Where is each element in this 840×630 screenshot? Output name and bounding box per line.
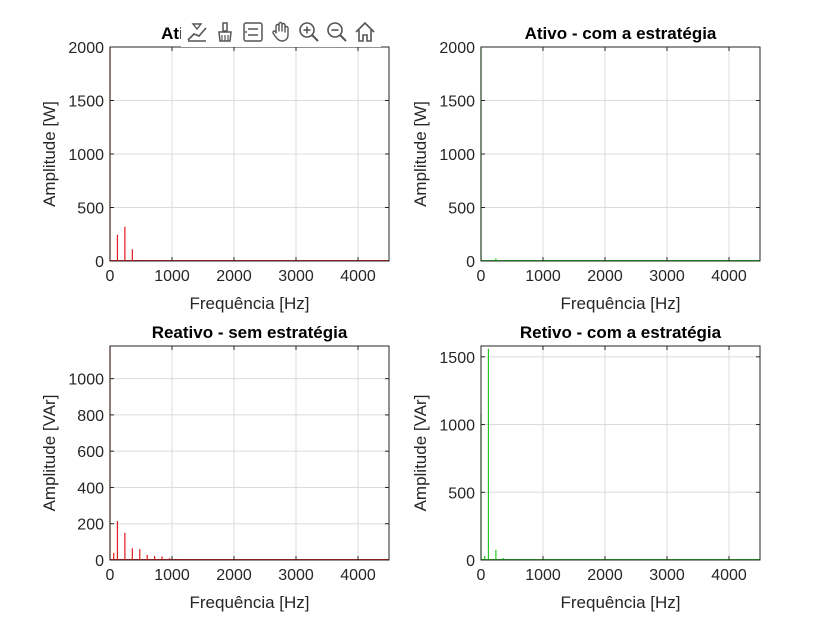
chart-title: Reativo - sem estratégia: [152, 323, 348, 342]
zoom-in-icon[interactable]: [295, 18, 323, 46]
subplot-2[interactable]: 0 1000 2000 3000 4000 0 500 1000 1500 2000 Ativo -…: [411, 24, 761, 313]
axes-toolbar: [181, 17, 381, 47]
y-tick-label: 1500: [439, 94, 475, 111]
y-tick-label: 500: [77, 201, 104, 218]
x-tick-label: 4000: [711, 268, 747, 285]
y-tick-label: 0: [95, 254, 104, 271]
x-tick-label: 1000: [525, 567, 561, 584]
x-tick-label: 3000: [649, 268, 685, 285]
x-tick-label: 1000: [154, 268, 190, 285]
x-tick-label: 0: [106, 268, 115, 285]
x-axis-label: Frequência [Hz]: [561, 294, 681, 313]
y-tick-label: 1500: [68, 94, 104, 111]
x-tick-label: 3000: [278, 268, 314, 285]
x-tick-label: 1000: [525, 268, 561, 285]
y-tick-label: 0: [466, 553, 475, 570]
x-tick-label: 2000: [216, 268, 252, 285]
x-axis-label: Frequência [Hz]: [561, 593, 681, 612]
x-tick-label: 3000: [278, 567, 314, 584]
y-tick-label: 400: [77, 480, 104, 497]
chart-title: Ativo - com a estratégia: [525, 24, 717, 43]
y-tick-label: 1000: [68, 372, 104, 389]
brush-icon[interactable]: [211, 18, 239, 46]
y-tick-label: 1000: [439, 418, 475, 435]
pan-hand-icon[interactable]: [267, 18, 295, 46]
x-tick-label: 2000: [216, 567, 252, 584]
axes-box: [109, 345, 390, 561]
x-axis-label: Frequência [Hz]: [190, 593, 310, 612]
x-tick-label: 4000: [340, 567, 376, 584]
y-axis-label: Amplitude [W]: [40, 101, 59, 207]
y-tick-label: 800: [77, 408, 104, 425]
y-tick-label: 200: [77, 517, 104, 534]
y-tick-label: 2000: [68, 40, 104, 57]
x-axis-label: Frequência [Hz]: [190, 294, 310, 313]
chart-title: Retivo - com a estratégia: [520, 323, 722, 342]
x-tick-label: 2000: [587, 268, 623, 285]
x-tick-label: 1000: [154, 567, 190, 584]
y-tick-label: 500: [448, 201, 475, 218]
subplot-3[interactable]: 0 1000 2000 3000 4000 0 200 400 600 800 1000 Reativ…: [40, 323, 390, 612]
zoom-out-icon[interactable]: [323, 18, 351, 46]
x-tick-label: 0: [477, 268, 486, 285]
y-tick-label: 0: [466, 254, 475, 271]
y-tick-label: 600: [77, 444, 104, 461]
axes-box: [480, 345, 761, 561]
y-tick-label: 1500: [439, 350, 475, 367]
y-axis-label: Amplitude [VAr]: [411, 395, 430, 512]
x-tick-label: 2000: [587, 567, 623, 584]
y-tick-label: 0: [95, 553, 104, 570]
home-icon[interactable]: [351, 18, 379, 46]
y-axis-label: Amplitude [VAr]: [40, 395, 59, 512]
subplot-4[interactable]: 0 1000 2000 3000 4000 0 500 1000 1500 Retivo - co…: [411, 323, 761, 612]
x-tick-label: 0: [477, 567, 486, 584]
data-tips-icon[interactable]: [183, 18, 211, 46]
y-tick-label: 1000: [68, 147, 104, 164]
y-tick-label: 500: [448, 485, 475, 502]
x-tick-label: 3000: [649, 567, 685, 584]
x-tick-label: 4000: [340, 268, 376, 285]
y-axis-label: Amplitude [W]: [411, 101, 430, 207]
x-tick-label: 0: [106, 567, 115, 584]
y-tick-label: 1000: [439, 147, 475, 164]
y-tick-label: 2000: [439, 40, 475, 57]
legend-icon[interactable]: [239, 18, 267, 46]
x-tick-label: 4000: [711, 567, 747, 584]
plot-area: [481, 346, 760, 560]
plot-area: [110, 346, 389, 560]
